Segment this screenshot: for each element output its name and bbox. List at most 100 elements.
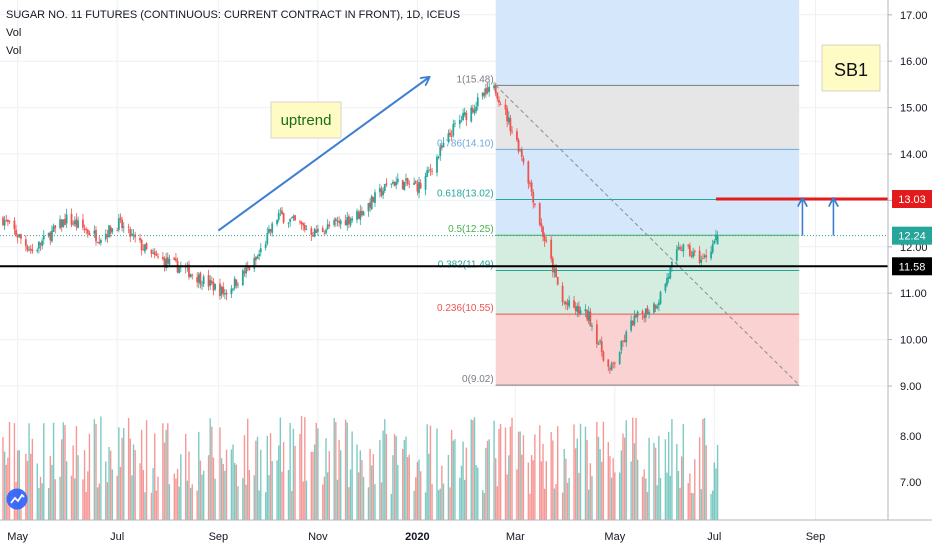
- uptrend-label-box[interactable]: [270, 101, 342, 139]
- volume-bar: [517, 431, 520, 520]
- candle-body: [269, 229, 272, 232]
- candle-body: [258, 253, 261, 257]
- candle-body: [130, 233, 133, 236]
- candle: [152, 248, 154, 255]
- candle: [122, 222, 125, 233]
- candle: [440, 144, 443, 151]
- volume-bar: [139, 463, 141, 520]
- candle: [449, 128, 451, 138]
- candle-body: [556, 276, 559, 285]
- candle: [418, 176, 420, 199]
- volume-bar: [185, 433, 187, 520]
- candle: [357, 209, 360, 219]
- candle: [424, 172, 427, 196]
- candle-body: [268, 228, 270, 233]
- volume-bar: [39, 476, 42, 520]
- volume-bar: [633, 443, 636, 520]
- fib-level-label: 0(9.02): [462, 374, 494, 385]
- volume-bar: [413, 490, 415, 520]
- candle: [385, 178, 388, 188]
- candle-body: [98, 241, 101, 244]
- candle: [607, 359, 610, 372]
- candle: [237, 282, 239, 289]
- volume-bar: [77, 455, 79, 520]
- candle-body: [584, 309, 587, 312]
- candle: [31, 243, 34, 254]
- candle-body: [175, 258, 177, 261]
- time-axis[interactable]: May Jul Sep Nov 2020 Mar May Jul Sep: [7, 531, 825, 543]
- candle: [542, 225, 544, 242]
- fib-level-label: 0.786(14.10): [437, 138, 494, 149]
- candle-body: [527, 161, 530, 184]
- volume-tick-label: 8.00: [900, 431, 921, 443]
- volume-bar: [645, 478, 647, 520]
- candle: [369, 198, 371, 212]
- candle: [95, 226, 97, 246]
- candle-body: [646, 307, 649, 314]
- symbol-badge-box[interactable]: [821, 44, 881, 92]
- volume-bar: [687, 483, 689, 520]
- volume-bar: [450, 429, 453, 520]
- volume-bar: [527, 462, 530, 520]
- candle-body: [157, 256, 159, 258]
- volume-bar: [163, 442, 166, 520]
- volume-bar: [477, 467, 479, 520]
- y-tick-label: 17.00: [900, 10, 928, 22]
- price-labels: 13.03 12.24 11.58: [892, 190, 932, 276]
- candle: [210, 276, 213, 286]
- candle: [532, 189, 535, 209]
- candle-body: [395, 181, 398, 186]
- price-axis[interactable]: 9.0010.0011.0012.0013.0014.0015.0016.001…: [888, 10, 928, 489]
- annotation-labels[interactable]: uptrend SB1: [270, 44, 881, 139]
- candle: [328, 221, 331, 229]
- candle: [690, 250, 693, 259]
- candle-body: [292, 216, 295, 218]
- drawings[interactable]: [0, 77, 888, 386]
- candle-body: [93, 230, 96, 234]
- candle-body: [346, 217, 349, 226]
- volume-bar: [255, 440, 257, 520]
- candle-body: [326, 224, 329, 230]
- volume-bar: [589, 463, 592, 520]
- candle: [395, 176, 398, 190]
- volume-bar: [406, 457, 409, 520]
- volume-bar: [100, 416, 102, 520]
- candle: [266, 227, 269, 246]
- candle-body: [359, 210, 362, 220]
- uptrend-arrow[interactable]: [217, 77, 428, 232]
- candle: [574, 301, 577, 315]
- fibonacci-retracement[interactable]: 1(15.48) 0.786(14.10) 0.618(13.02) 0.5(12.2…: [437, 0, 800, 386]
- candle: [303, 222, 306, 233]
- volume-bar: [199, 460, 202, 520]
- candle-body: [153, 251, 156, 255]
- candle: [710, 245, 712, 261]
- candle-body: [316, 228, 319, 232]
- y-tick-label: 10.00: [900, 335, 928, 347]
- volume-bar: [209, 418, 211, 520]
- candle: [635, 313, 637, 319]
- y-tick-label: 11.00: [900, 288, 927, 300]
- volume-bar: [584, 426, 587, 520]
- candle: [703, 253, 706, 259]
- trend-diagonal-line[interactable]: [495, 84, 800, 386]
- volume-bar: [207, 455, 210, 520]
- candle: [24, 235, 27, 252]
- candle: [641, 309, 644, 320]
- candle-body: [18, 234, 21, 237]
- volume-bar: [49, 455, 52, 520]
- candle-body: [579, 310, 582, 314]
- candle: [189, 273, 192, 278]
- volume-bar: [441, 465, 443, 520]
- volume-bar: [681, 456, 683, 520]
- candle: [347, 214, 350, 229]
- candle: [392, 179, 394, 185]
- volume-bar: [715, 468, 717, 520]
- candle: [372, 196, 375, 203]
- candle: [644, 308, 647, 323]
- volume-bar: [335, 421, 337, 520]
- candle: [277, 209, 280, 223]
- candle: [450, 130, 453, 141]
- tradingview-logo-icon[interactable]: [6, 488, 28, 510]
- candle: [37, 241, 40, 254]
